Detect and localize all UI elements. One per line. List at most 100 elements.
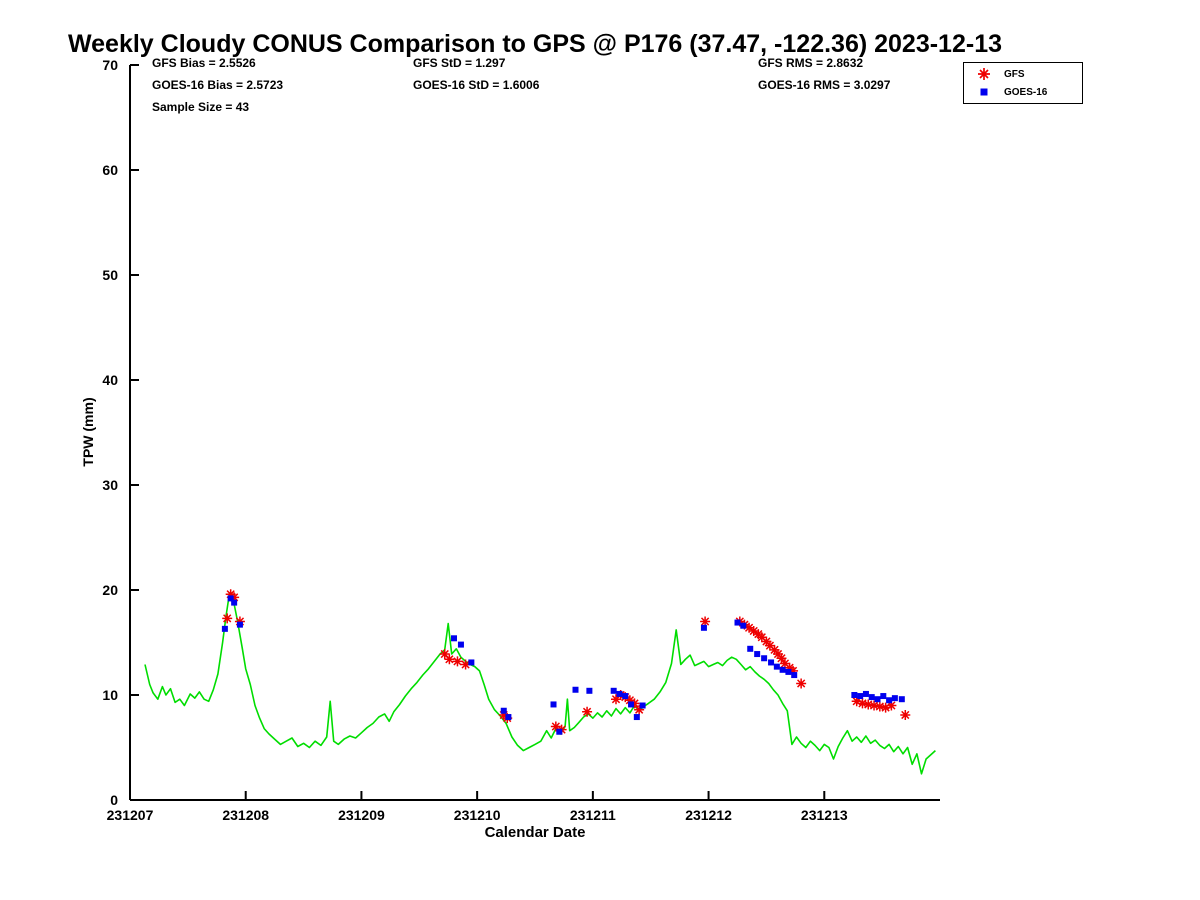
y-tick-label: 60 xyxy=(102,162,118,178)
stat-goes-std: GOES-16 StD = 1.6006 xyxy=(413,78,540,92)
goes16-marker xyxy=(754,651,761,658)
chart-title: Weekly Cloudy CONUS Comparison to GPS @ … xyxy=(68,30,1002,58)
y-tick-label: 20 xyxy=(102,582,118,598)
goes16-marker xyxy=(556,728,563,735)
goes16-marker xyxy=(227,595,234,602)
goes16-marker xyxy=(457,641,464,648)
goes16-marker xyxy=(880,693,887,700)
gfs-marker xyxy=(796,678,807,689)
gfs-marker xyxy=(900,709,911,720)
y-axis-label: TPW (mm) xyxy=(80,397,96,467)
y-tick-label: 50 xyxy=(102,267,118,283)
gfs-marker xyxy=(634,704,645,715)
gfs-marker xyxy=(550,721,561,732)
goes16-marker xyxy=(761,655,768,662)
x-axis-label: Calendar Date xyxy=(484,824,586,841)
gfs-marker xyxy=(624,695,635,706)
goes16-marker xyxy=(734,619,741,626)
goes16-marker xyxy=(639,702,646,709)
goes16-marker xyxy=(628,701,635,708)
stat-gfs-bias: GFS Bias = 2.5526 xyxy=(152,56,256,70)
y-tick-label: 40 xyxy=(102,372,118,388)
x-tick-label: 231213 xyxy=(801,807,848,823)
goes16-marker xyxy=(857,693,864,700)
goes16-marker xyxy=(468,659,475,666)
gfs-marker xyxy=(851,696,862,707)
gfs-marker xyxy=(611,694,621,705)
goes16-marker xyxy=(851,692,858,698)
gfs-marker xyxy=(874,701,885,712)
legend: GFS GOES-16 xyxy=(963,62,1083,104)
gfs-marker xyxy=(869,700,880,711)
legend-row-goes16: GOES-16 xyxy=(964,84,1082,100)
goes16-marker xyxy=(451,635,457,642)
goes16-marker xyxy=(221,625,228,632)
gfs-marker xyxy=(744,622,755,633)
gps-line xyxy=(144,592,936,775)
goes16-marker xyxy=(874,696,881,703)
goes16-marker xyxy=(862,690,869,697)
x-tick-label: 231211 xyxy=(570,807,616,823)
gfs-asterisk-icon xyxy=(964,67,1004,81)
stat-sample-size: Sample Size = 43 xyxy=(152,100,250,114)
goes16-square-icon xyxy=(964,85,1004,99)
gfs-marker xyxy=(779,658,790,669)
goes16-marker xyxy=(747,645,754,652)
goes16-marker xyxy=(898,696,905,703)
x-tick-label: 231208 xyxy=(222,807,269,823)
goes16-marker xyxy=(622,693,629,700)
goes16-marker xyxy=(633,714,640,721)
gfs-marker xyxy=(788,665,799,676)
goes16-marker xyxy=(791,672,798,679)
x-tick-label: 231210 xyxy=(454,807,501,823)
gfs-marker xyxy=(756,632,767,643)
goes16-marker xyxy=(236,621,243,628)
gfs-marker xyxy=(773,649,783,660)
goes16-marker xyxy=(572,686,579,693)
goes16-marker xyxy=(768,659,775,666)
gfs-marker xyxy=(857,698,868,709)
goes16-marker xyxy=(616,690,623,697)
legend-label-goes16: GOES-16 xyxy=(1004,86,1048,98)
gfs-marker xyxy=(748,625,759,636)
gfs-marker xyxy=(700,616,711,627)
goes16-marker xyxy=(785,668,792,675)
gfs-marker xyxy=(582,706,593,717)
gfs-marker xyxy=(629,698,640,709)
stat-gfs-rms: GFS RMS = 2.8632 xyxy=(758,56,864,70)
x-tick-label: 231212 xyxy=(685,807,732,823)
y-tick-label: 70 xyxy=(102,57,118,73)
stat-gfs-std: GFS StD = 1.297 xyxy=(413,56,506,70)
gfs-marker xyxy=(439,649,450,660)
x-tick-label: 231207 xyxy=(107,807,154,823)
goes16-marker xyxy=(500,707,507,714)
goes16-marker xyxy=(740,622,747,629)
gfs-marker xyxy=(444,654,455,665)
gfs-marker xyxy=(886,700,897,711)
goes16-marker xyxy=(779,666,786,673)
stat-goes-rms: GOES-16 RMS = 3.0297 xyxy=(758,78,891,92)
legend-row-gfs: GFS xyxy=(964,66,1082,82)
gfs-marker xyxy=(234,616,245,627)
goes16-marker xyxy=(886,697,893,704)
y-tick-label: 0 xyxy=(110,792,118,808)
x-tick-label: 231209 xyxy=(338,807,385,823)
gfs-marker xyxy=(769,644,780,655)
gfs-marker xyxy=(222,613,233,624)
legend-label-gfs: GFS xyxy=(1004,68,1025,80)
goes16-marker xyxy=(505,714,512,721)
y-tick-label: 10 xyxy=(102,687,118,703)
goes16-marker xyxy=(550,701,557,708)
goes16-marker xyxy=(586,687,593,694)
gfs-marker xyxy=(452,656,463,667)
gfs-marker xyxy=(880,702,891,713)
goes16-marker xyxy=(231,599,238,606)
gfs-marker xyxy=(863,699,874,710)
gfs-marker xyxy=(776,653,787,664)
goes16-marker xyxy=(610,687,617,694)
gfs-marker xyxy=(761,636,772,647)
goes16-marker xyxy=(868,694,875,701)
stat-goes-bias: GOES-16 Bias = 2.5723 xyxy=(152,78,284,92)
